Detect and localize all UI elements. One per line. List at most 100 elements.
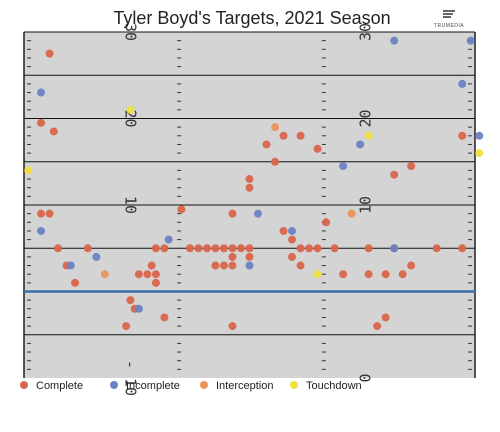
yard-number-left-30: 30 — [122, 23, 140, 41]
legend-touchdown-label: Touchdown — [306, 380, 362, 392]
point-complete-13 — [147, 261, 156, 270]
point-incomplete-3 — [66, 261, 75, 270]
point-touchdown-2 — [126, 105, 135, 114]
yard-number-right-0: 0 — [357, 373, 375, 382]
point-complete-2 — [37, 118, 46, 127]
point-complete-41 — [279, 131, 288, 140]
point-complete-55 — [381, 270, 390, 279]
point-incomplete-12 — [390, 36, 399, 45]
point-complete-37 — [245, 183, 254, 192]
point-complete-44 — [288, 252, 297, 261]
point-complete-28 — [219, 244, 228, 253]
legend-item-touchdown: Touchdown — [290, 380, 362, 392]
trumedia-logo: TRUMEDIA — [434, 10, 464, 29]
yard-number-left--10: - 10 — [122, 360, 140, 396]
yard-number-left-10: 10 — [122, 196, 140, 214]
yard-number-right-20: 20 — [357, 109, 375, 127]
legend-touchdown-marker — [290, 381, 298, 389]
point-interception-3 — [347, 209, 356, 218]
yard-labels: 30 20 10 - 10 30 20 10 0 — [122, 23, 375, 396]
point-complete-64 — [432, 244, 441, 253]
point-complete-46 — [296, 244, 305, 253]
point-complete-48 — [296, 131, 305, 140]
legend-complete-label: Complete — [36, 380, 83, 392]
point-complete-25 — [211, 244, 220, 253]
point-complete-56 — [364, 244, 373, 253]
point-complete-19 — [122, 322, 131, 331]
point-complete-43 — [288, 235, 297, 244]
point-complete-26 — [211, 261, 220, 270]
legend-interception-marker — [200, 381, 208, 389]
point-complete-3 — [49, 127, 58, 136]
point-complete-50 — [322, 218, 331, 227]
point-complete-57 — [381, 313, 390, 322]
point-complete-16 — [151, 278, 160, 287]
logo-wordmark: TRUMEDIA — [434, 23, 464, 29]
point-complete-38 — [245, 175, 254, 184]
point-complete-1 — [45, 49, 54, 58]
point-incomplete-9 — [288, 226, 297, 235]
legend-incomplete-marker — [110, 381, 118, 389]
point-complete-10 — [134, 270, 143, 279]
legend-complete-marker — [20, 381, 28, 389]
point-incomplete-6 — [134, 304, 143, 313]
point-complete-7 — [83, 244, 92, 253]
chart-title: Tyler Boyd's Targets, 2021 Season — [113, 8, 390, 28]
point-complete-62 — [407, 162, 416, 171]
point-complete-22 — [185, 244, 194, 253]
point-complete-23 — [194, 244, 203, 253]
point-complete-35 — [245, 252, 254, 261]
point-complete-29 — [228, 244, 237, 253]
logo-mark-bar-1 — [443, 10, 455, 12]
point-complete-49 — [313, 144, 322, 153]
point-incomplete-8 — [245, 261, 254, 270]
point-complete-66 — [458, 131, 467, 140]
point-complete-63 — [407, 261, 416, 270]
point-complete-65 — [458, 244, 467, 253]
point-incomplete-15 — [466, 36, 475, 45]
legend-incomplete-label: Incomplete — [126, 380, 180, 392]
point-complete-6 — [54, 244, 63, 253]
point-touchdown-4 — [364, 131, 373, 140]
legend-item-incomplete: Incomplete — [110, 380, 180, 392]
point-complete-15 — [160, 244, 169, 253]
point-complete-27 — [219, 261, 228, 270]
point-complete-34 — [228, 209, 237, 218]
point-interception-2 — [271, 123, 280, 132]
point-complete-31 — [228, 252, 237, 261]
point-complete-36 — [245, 244, 254, 253]
legend: Complete Incomplete Interception Touchdo… — [20, 380, 362, 392]
point-incomplete-2 — [37, 226, 46, 235]
target-points — [24, 36, 484, 331]
legend-interception-label: Interception — [216, 380, 273, 392]
point-complete-17 — [126, 296, 135, 305]
point-complete-40 — [271, 157, 280, 166]
point-touchdown-1 — [24, 166, 33, 175]
point-complete-33 — [228, 322, 237, 331]
legend-item-complete: Complete — [20, 380, 83, 392]
point-incomplete-11 — [356, 140, 365, 149]
point-complete-51 — [313, 244, 322, 253]
point-complete-60 — [398, 270, 407, 279]
point-incomplete-4 — [92, 252, 101, 261]
point-incomplete-14 — [458, 79, 467, 88]
point-incomplete-7 — [254, 209, 263, 218]
point-complete-53 — [339, 270, 348, 279]
yard-number-right-10: 10 — [357, 196, 375, 214]
point-complete-20 — [160, 313, 169, 322]
point-complete-52 — [330, 244, 339, 253]
yard-number-left-20: 20 — [122, 109, 140, 127]
point-complete-45 — [296, 261, 305, 270]
point-complete-42 — [279, 226, 288, 235]
point-complete-21 — [177, 205, 186, 214]
point-complete-54 — [364, 270, 373, 279]
point-incomplete-16 — [475, 131, 484, 140]
point-incomplete-13 — [390, 244, 399, 253]
point-complete-39 — [262, 140, 271, 149]
legend-item-interception: Interception — [200, 380, 273, 392]
point-complete-58 — [373, 322, 382, 331]
point-complete-12 — [151, 270, 160, 279]
point-complete-30 — [228, 261, 237, 270]
point-incomplete-1 — [37, 88, 46, 97]
